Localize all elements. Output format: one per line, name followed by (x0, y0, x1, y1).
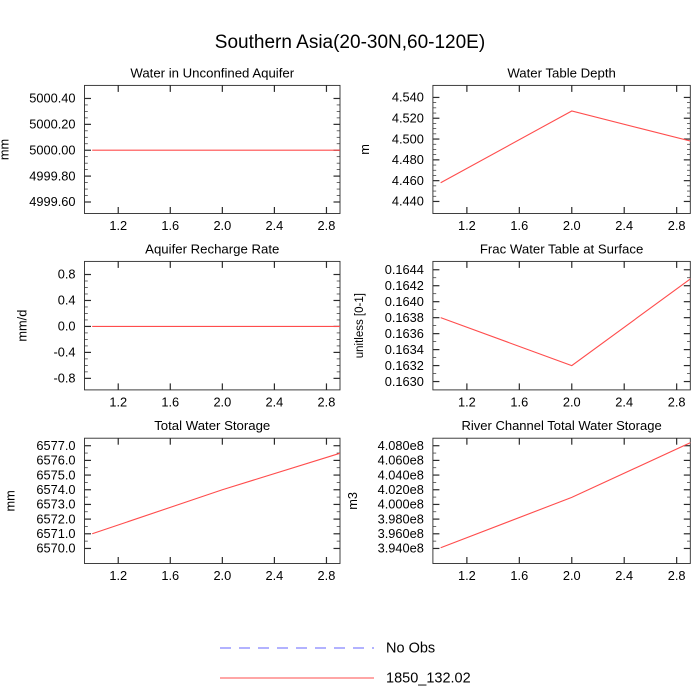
svg-text:6572.0: 6572.0 (36, 511, 75, 526)
svg-text:0.1638: 0.1638 (385, 310, 424, 325)
svg-text:6577.0: 6577.0 (36, 438, 75, 453)
svg-text:4.460: 4.460 (392, 173, 424, 188)
svg-text:3.980e8: 3.980e8 (378, 511, 424, 526)
svg-text:2.4: 2.4 (615, 394, 633, 409)
svg-text:1850_132.02: 1850_132.02 (386, 671, 471, 687)
svg-text:m3: m3 (345, 492, 360, 510)
svg-text:0.1634: 0.1634 (385, 342, 424, 357)
svg-text:0.0: 0.0 (58, 319, 76, 334)
svg-text:5000.00: 5000.00 (29, 142, 75, 157)
svg-text:1.6: 1.6 (510, 218, 528, 233)
svg-text:3.960e8: 3.960e8 (378, 526, 424, 541)
svg-text:2.8: 2.8 (668, 218, 686, 233)
svg-text:2.0: 2.0 (213, 394, 231, 409)
svg-text:Water Table Depth: Water Table Depth (507, 65, 616, 80)
svg-text:2.0: 2.0 (213, 568, 231, 583)
svg-text:-0.8: -0.8 (53, 371, 75, 386)
svg-text:2.0: 2.0 (563, 218, 581, 233)
svg-text:1.2: 1.2 (458, 568, 476, 583)
svg-text:0.8: 0.8 (58, 267, 76, 282)
svg-text:2.8: 2.8 (668, 568, 686, 583)
svg-text:4999.80: 4999.80 (29, 168, 75, 183)
svg-text:2.8: 2.8 (668, 394, 686, 409)
svg-text:4999.60: 4999.60 (29, 194, 75, 209)
svg-text:unitless [0-1]: unitless [0-1] (354, 293, 366, 358)
svg-text:2.8: 2.8 (318, 394, 336, 409)
svg-text:mm: mm (3, 490, 18, 511)
svg-text:mm/d: mm/d (15, 310, 30, 342)
svg-text:0.1636: 0.1636 (385, 326, 424, 341)
svg-text:0.1630: 0.1630 (385, 374, 424, 389)
svg-text:1.2: 1.2 (109, 568, 127, 583)
svg-text:1.6: 1.6 (510, 394, 528, 409)
svg-text:4.080e8: 4.080e8 (378, 438, 424, 453)
svg-text:Aquifer Recharge Rate: Aquifer Recharge Rate (145, 241, 279, 256)
svg-text:Southern Asia(20-30N,60-120E): Southern Asia(20-30N,60-120E) (215, 32, 485, 53)
svg-text:2.0: 2.0 (213, 218, 231, 233)
svg-text:mm: mm (0, 139, 11, 160)
svg-text:6575.0: 6575.0 (36, 467, 75, 482)
svg-text:1.6: 1.6 (161, 568, 179, 583)
svg-text:4.500: 4.500 (392, 131, 424, 146)
svg-text:2.8: 2.8 (318, 218, 336, 233)
svg-text:1.2: 1.2 (458, 394, 476, 409)
svg-text:1.6: 1.6 (161, 394, 179, 409)
svg-text:6571.0: 6571.0 (36, 526, 75, 541)
svg-text:1.2: 1.2 (109, 394, 127, 409)
svg-text:2.4: 2.4 (615, 568, 633, 583)
svg-text:2.0: 2.0 (563, 568, 581, 583)
svg-text:2.0: 2.0 (563, 394, 581, 409)
svg-text:0.1642: 0.1642 (385, 278, 424, 293)
svg-text:6570.0: 6570.0 (36, 541, 75, 556)
svg-text:4.040e8: 4.040e8 (378, 467, 424, 482)
svg-text:4.060e8: 4.060e8 (378, 453, 424, 468)
svg-text:4.480: 4.480 (392, 152, 424, 167)
svg-text:2.8: 2.8 (318, 568, 336, 583)
svg-text:2.4: 2.4 (266, 394, 284, 409)
svg-text:2.4: 2.4 (615, 218, 633, 233)
svg-text:Water in Unconfined Aquifer: Water in Unconfined Aquifer (130, 65, 294, 80)
svg-text:5000.40: 5000.40 (29, 91, 75, 106)
svg-text:1.2: 1.2 (109, 218, 127, 233)
svg-text:0.4: 0.4 (58, 293, 76, 308)
svg-text:1.6: 1.6 (161, 218, 179, 233)
svg-text:6573.0: 6573.0 (36, 497, 75, 512)
svg-text:0.1640: 0.1640 (385, 294, 424, 309)
svg-text:River Channel Total Water Stor: River Channel Total Water Storage (462, 418, 662, 433)
svg-text:3.940e8: 3.940e8 (378, 541, 424, 556)
svg-text:m: m (357, 144, 372, 155)
svg-text:5000.20: 5000.20 (29, 117, 75, 132)
svg-text:2.4: 2.4 (266, 218, 284, 233)
svg-text:4.440: 4.440 (392, 194, 424, 209)
svg-text:0.1632: 0.1632 (385, 358, 424, 373)
svg-text:6574.0: 6574.0 (36, 482, 75, 497)
svg-text:1.2: 1.2 (458, 218, 476, 233)
svg-text:4.020e8: 4.020e8 (378, 482, 424, 497)
svg-text:4.520: 4.520 (392, 110, 424, 125)
svg-text:No Obs: No Obs (386, 641, 435, 657)
svg-text:4.000e8: 4.000e8 (378, 497, 424, 512)
svg-text:0.1644: 0.1644 (385, 262, 424, 277)
svg-text:4.540: 4.540 (392, 90, 424, 105)
svg-text:Frac Water Table at Surface: Frac Water Table at Surface (480, 241, 643, 256)
svg-text:2.4: 2.4 (266, 568, 284, 583)
svg-text:6576.0: 6576.0 (36, 453, 75, 468)
svg-text:Total Water Storage: Total Water Storage (154, 418, 270, 433)
svg-text:-0.4: -0.4 (53, 345, 75, 360)
svg-text:1.6: 1.6 (510, 568, 528, 583)
